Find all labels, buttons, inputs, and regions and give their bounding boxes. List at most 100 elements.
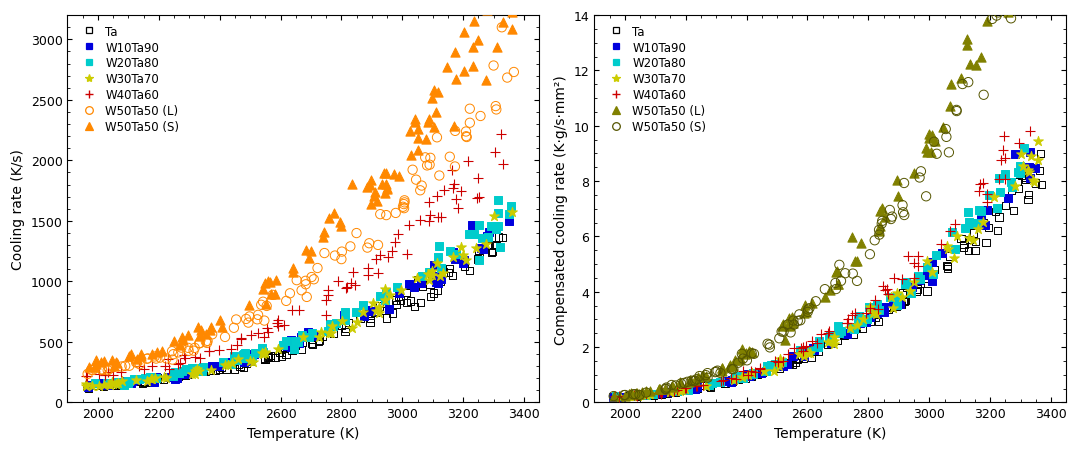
W50Ta50 (L) [186, 345, 203, 352]
W20Ta80 [215, 359, 232, 366]
W50Ta50 (L) [803, 300, 820, 307]
Ta [862, 318, 879, 326]
W10Ta90 [852, 320, 869, 327]
W40Ta60 [660, 388, 678, 395]
Ta [387, 297, 404, 304]
W20Ta80 [109, 379, 126, 386]
W50Ta50 (L) [181, 347, 198, 354]
W10Ta90 [658, 388, 676, 396]
W50Ta50 (L) [396, 201, 413, 208]
W10Ta90 [99, 380, 117, 387]
W10Ta90 [892, 300, 909, 308]
Ta [686, 386, 704, 393]
Ta [259, 353, 277, 360]
W50Ta50 (S) [301, 255, 318, 262]
W30Ta70 [257, 349, 275, 356]
W20Ta80 [623, 392, 640, 400]
Ta [362, 310, 379, 317]
W20Ta80 [881, 294, 898, 301]
W40Ta60 [359, 265, 376, 272]
Ta [916, 275, 933, 282]
W20Ta80 [745, 369, 762, 377]
Ta [134, 378, 151, 386]
W10Ta90 [884, 300, 902, 307]
W50Ta50 (L) [731, 356, 748, 364]
W20Ta80 [957, 225, 974, 232]
W50Ta50 (S) [425, 87, 442, 94]
W50Ta50 (L) [139, 355, 157, 362]
W50Ta50 (S) [691, 373, 708, 380]
W50Ta50 (S) [686, 377, 704, 384]
Ta [229, 360, 246, 368]
W10Ta90 [732, 373, 749, 380]
W20Ta80 [865, 309, 882, 317]
W10Ta90 [612, 393, 629, 400]
W50Ta50 (S) [657, 385, 675, 392]
W40Ta60 [971, 180, 988, 188]
W40Ta60 [317, 297, 334, 304]
Ta [1017, 176, 1035, 184]
W50Ta50 (L) [493, 25, 510, 32]
Ta [141, 378, 158, 386]
W30Ta70 [468, 244, 485, 252]
W50Ta50 (S) [303, 248, 320, 255]
Ta [485, 242, 503, 249]
W50Ta50 (L) [293, 287, 310, 294]
Ta [620, 392, 638, 400]
W50Ta50 (S) [197, 331, 214, 338]
W10Ta90 [455, 257, 472, 264]
W30Ta70 [392, 287, 410, 294]
W20Ta80 [964, 221, 982, 228]
W30Ta70 [961, 235, 978, 242]
W40Ta60 [459, 158, 477, 165]
W50Ta50 (S) [378, 185, 396, 192]
W40Ta60 [112, 369, 130, 376]
W40Ta60 [176, 354, 193, 362]
W30Ta70 [424, 272, 441, 279]
W10Ta90 [766, 362, 784, 369]
W50Ta50 (S) [975, 92, 992, 99]
W10Ta90 [97, 381, 115, 388]
W40Ta60 [974, 180, 991, 187]
W40Ta60 [1020, 129, 1038, 136]
W10Ta90 [121, 378, 138, 385]
W50Ta50 (S) [733, 350, 750, 358]
W20Ta80 [336, 317, 353, 324]
W50Ta50 (L) [681, 379, 698, 386]
Ta [987, 209, 1004, 216]
W40Ta60 [400, 222, 417, 230]
W50Ta50 (L) [846, 258, 864, 265]
Ta [898, 284, 916, 291]
Ta [743, 373, 760, 381]
W50Ta50 (S) [785, 321, 802, 328]
W40Ta60 [387, 239, 404, 246]
W40Ta60 [862, 305, 879, 312]
W10Ta90 [177, 370, 195, 377]
W50Ta50 (S) [631, 391, 649, 399]
W40Ta60 [611, 393, 628, 400]
Ta [226, 365, 243, 373]
Ta [695, 382, 712, 390]
W30Ta70 [739, 372, 757, 379]
Ta [270, 349, 288, 356]
W50Ta50 (S) [711, 369, 729, 377]
W30Ta70 [1006, 184, 1024, 191]
W40Ta60 [688, 383, 705, 390]
W20Ta80 [236, 351, 253, 358]
W50Ta50 (S) [1002, 16, 1019, 23]
W50Ta50 (S) [663, 382, 680, 389]
W50Ta50 (L) [458, 134, 476, 141]
W10Ta90 [454, 259, 471, 267]
W50Ta50 (S) [683, 377, 700, 384]
W50Ta50 (L) [316, 250, 333, 257]
Ta [619, 393, 637, 400]
W40Ta60 [232, 335, 250, 342]
Ta [662, 389, 679, 396]
W20Ta80 [470, 221, 488, 229]
W40Ta60 [370, 270, 387, 277]
W40Ta60 [268, 320, 285, 327]
W50Ta50 (L) [713, 364, 731, 372]
Ta [803, 354, 820, 361]
W50Ta50 (S) [782, 329, 799, 336]
W50Ta50 (L) [372, 211, 389, 218]
